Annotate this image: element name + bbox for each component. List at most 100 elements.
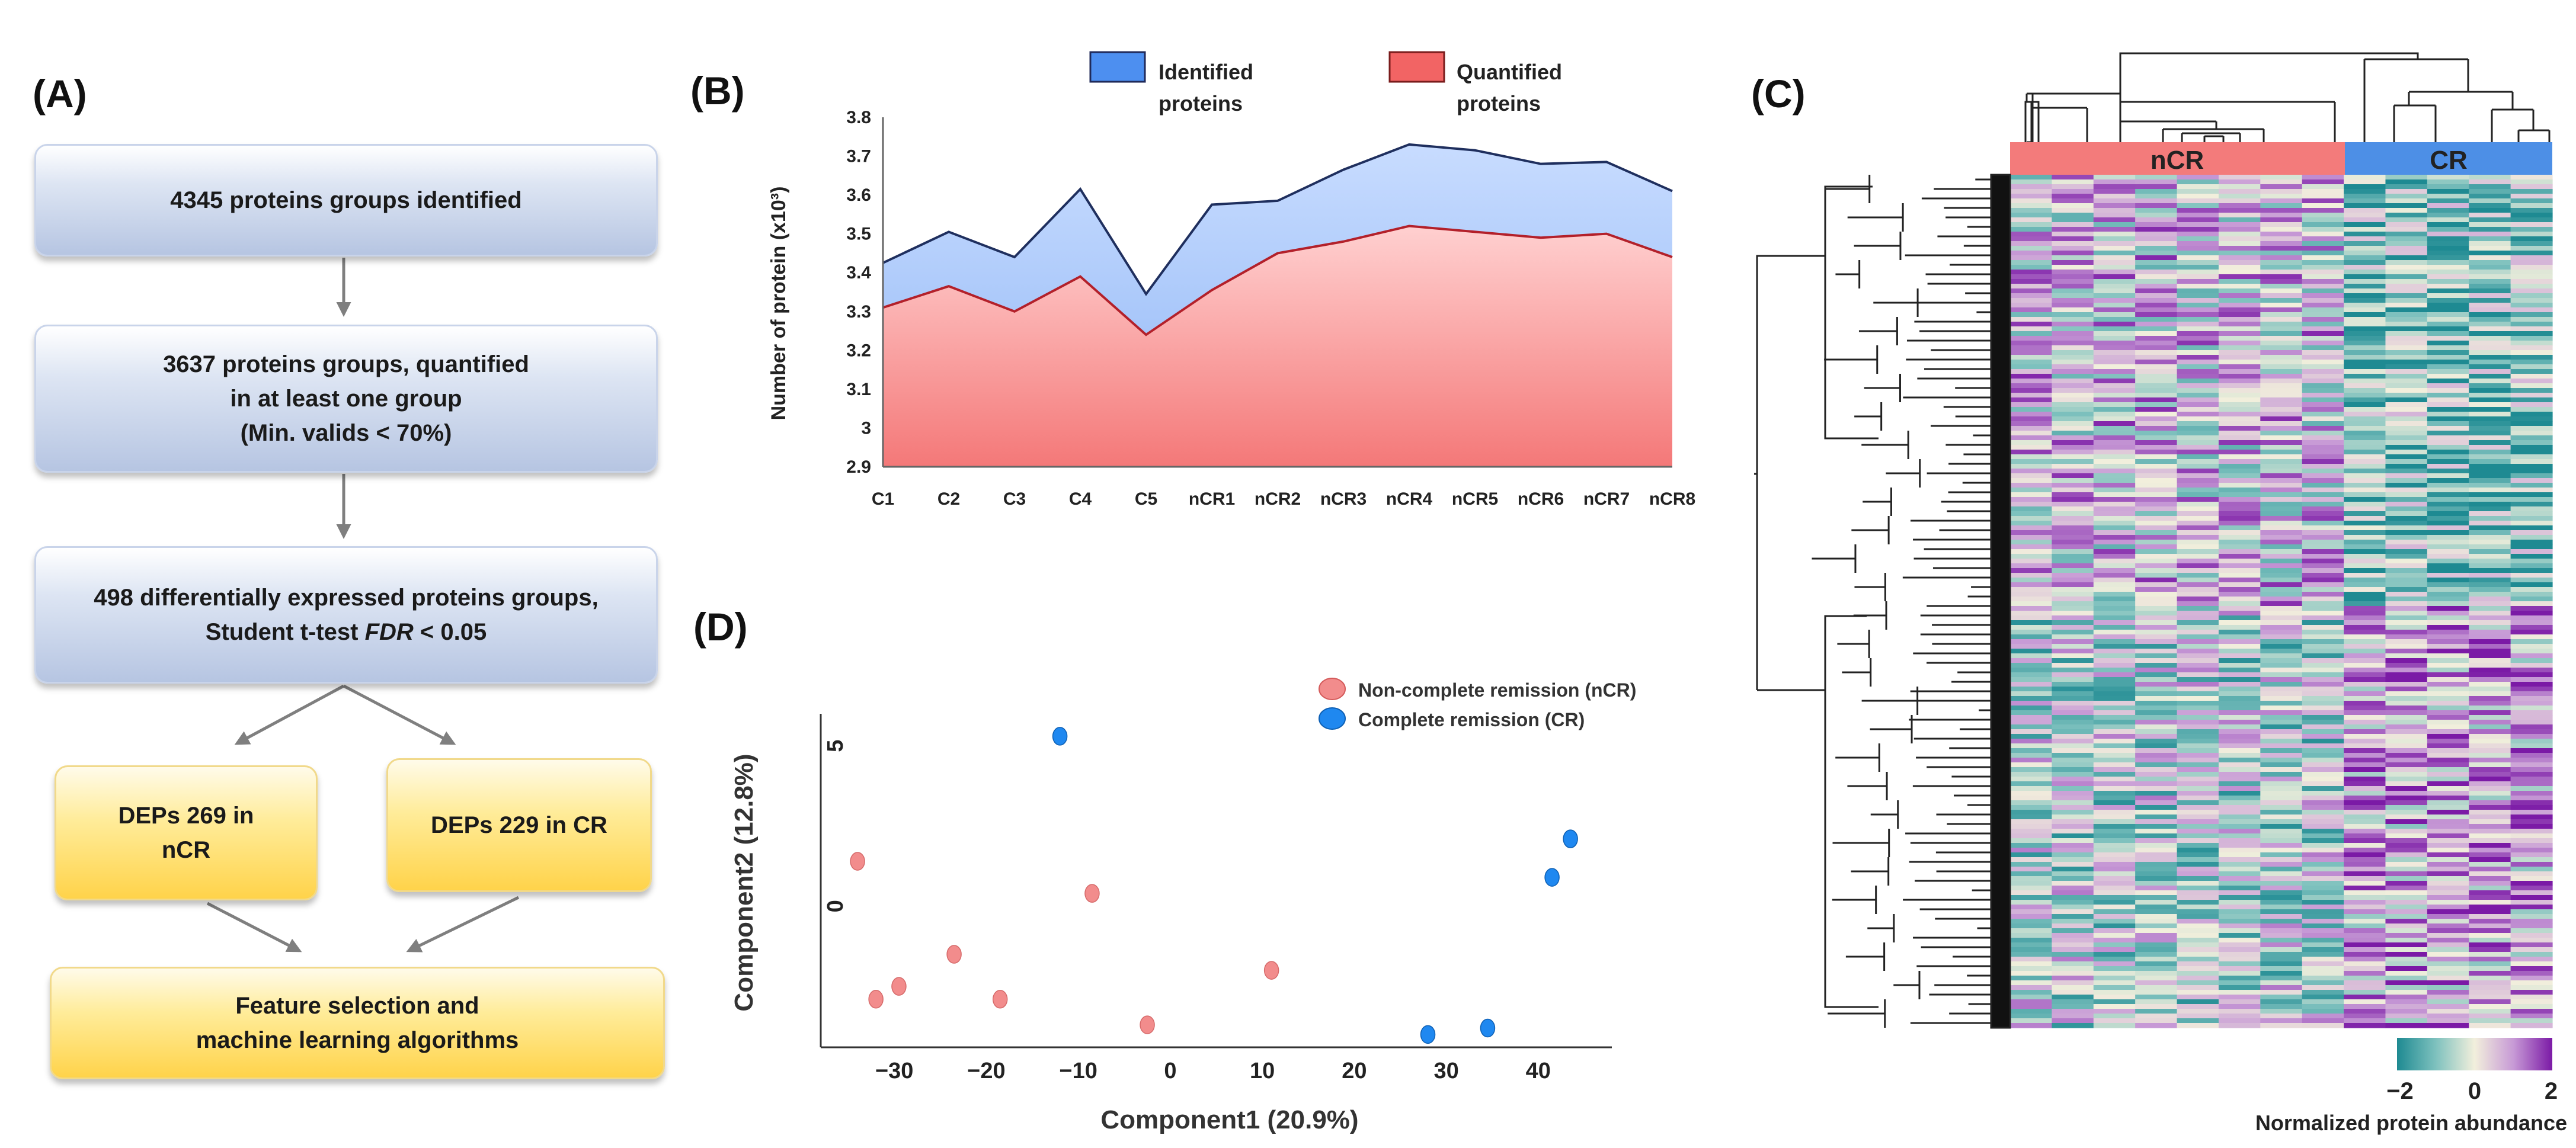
arrow-3-4 [234,684,345,745]
d-ytick-label: 5 [823,740,848,752]
arrow-3-5 [343,684,456,745]
point-cr [1544,868,1560,887]
b-xtick-label: nCR8 [1649,489,1695,509]
flowchart-box-deps-cr: DEPs 229 in CR [386,758,652,892]
box-deps-ncr-line2: nCR [161,837,211,863]
legend-label-quantified-2: proteins [1457,91,1541,116]
d-legend-cr-label: Complete remission (CR) [1358,709,1585,730]
group-label-cr: CR [2430,146,2468,175]
b-ytick-label: 2.9 [846,457,871,477]
legend-swatch-quantified [1388,51,1445,83]
point-ncr [992,990,1008,1009]
box-quantified-line1: 3637 proteins groups, quantified [163,351,529,377]
box-identified-text: 4345 proteins groups identified [170,187,522,213]
d-xlabel: Component1 (20.9%) [1100,1105,1358,1134]
point-cr [1480,1018,1496,1038]
d-xtick-label: 0 [1164,1059,1176,1083]
area-quantified [883,226,1672,467]
group-bar-cr [2345,142,2552,175]
panel-label-b: (B) [690,69,745,113]
legend-label-identified-1: Identified [1159,60,1253,84]
b-xtick-label: C2 [937,489,960,509]
b-xtick-label: C4 [1069,489,1092,509]
box-feature-line1: Feature selection and [235,993,479,1019]
d-xtick-label: −30 [875,1059,913,1083]
heatmap-cells [2010,175,2553,1028]
colorbar-max: 2 [2545,1078,2558,1104]
box-deps-ncr-line1: DEPs 269 in [118,803,254,829]
d-xtick-label: 20 [1342,1059,1367,1083]
legend-swatch-identified [1089,51,1146,83]
flowchart-box-quantified: 3637 proteins groups, quantified in at l… [34,325,658,473]
b-xtick-group: C1 C2 C3 C4 C5 nCR1 nCR2 nCR3 nCR4 nCR5 nCR6 nCR7 nC… [872,489,1695,509]
b-xtick-label: nCR4 [1386,489,1433,509]
b-xtick-label: nCR6 [1518,489,1564,509]
box-differential-line2: Student t-test FDR < 0.05 [94,615,598,649]
arrow-5-6 [406,896,520,953]
point-cr [1420,1025,1436,1044]
d-legend-ncr-label: Non-complete remission (nCR) [1358,679,1636,701]
box-quantified-line2: in at least one group [230,386,462,412]
b-xtick-label: nCR2 [1255,489,1301,509]
d-ylabel: Component2 (12.8%) [729,753,759,1011]
colorbar-mid: 0 [2468,1078,2481,1104]
area-series-group [882,143,1673,467]
b-ytick-label: 3.5 [846,225,871,244]
box-quantified-line3: (Min. valids < 70%) [240,420,452,446]
b-ytick-label: 3 [861,418,871,438]
box-differential-post: < 0.05 [413,619,487,645]
flowchart-box-feature-selection: Feature selection and machine learning a… [50,967,665,1079]
panel-label-a: (A) [33,72,87,116]
b-ytick-label: 3.3 [846,302,871,322]
d-xtick-label: 40 [1526,1059,1551,1083]
b-ytick-label: 3.1 [846,380,871,399]
b-xtick-label: C5 [1135,489,1157,509]
b-xtick-label: nCR5 [1452,489,1498,509]
panel-label-d: (D) [693,605,748,649]
group-label-ncr: nCR [2151,146,2204,175]
d-ytick-label: 0 [823,900,848,912]
b-ytick-label: 3.7 [846,147,871,166]
point-ncr [1263,961,1279,980]
flowchart-box-identified: 4345 proteins groups identified [34,144,658,256]
point-ncr [850,852,865,871]
arrow-4-6 [206,902,302,953]
box-deps-cr-text: DEPs 229 in CR [431,812,607,838]
box-differential-fdr: FDR [364,619,414,645]
colorbar-min: −2 [2386,1078,2414,1104]
d-ytick-group: 05 [823,740,848,913]
flowchart-box-deps-ncr: DEPs 269 in nCR [55,765,318,900]
d-xtick-group: −30 −20 −10 0 10 20 30 40 [875,1059,1551,1083]
point-cr [1052,727,1068,746]
d-xtick-label: 10 [1250,1059,1275,1083]
point-ncr [1084,884,1100,903]
b-xtick-label: C1 [872,489,894,509]
b-ytick-label: 3.2 [846,341,871,360]
flowchart-box-differential: 498 differentially expressed proteins gr… [34,546,658,684]
b-ytick-label: 3.4 [846,263,871,283]
b-xtick-label: nCR1 [1189,489,1235,509]
legend-label-identified-2: proteins [1159,91,1243,116]
b-ytick-label: 3.8 [846,108,871,127]
panel-label-c: (C) [1751,72,1806,116]
d-legend-ncr-marker [1319,678,1346,700]
b-xtick-label: nCR7 [1583,489,1630,509]
b-ytick-label: 3.6 [846,185,871,205]
point-ncr [946,945,962,964]
group-bar-ncr [2010,142,2345,175]
d-xtick-label: 30 [1433,1059,1458,1083]
d-points-group [850,727,1578,1044]
d-legend-cr-marker [1319,707,1346,730]
colorbar-title: Normalized protein abundance [2255,1111,2567,1135]
b-xtick-label: nCR3 [1320,489,1367,509]
b-ytick-group: 2.9 3 3.1 3.2 3.3 3.4 3.5 3.6 3.7 3.8 [846,108,871,477]
line-identified [882,143,1673,296]
column-dendrogram [2024,52,2551,143]
d-xtick-label: −10 [1059,1059,1097,1083]
b-ylabel: Number of protein (x10³) [767,187,790,421]
point-ncr [891,977,907,996]
line-quantified [882,225,1673,336]
